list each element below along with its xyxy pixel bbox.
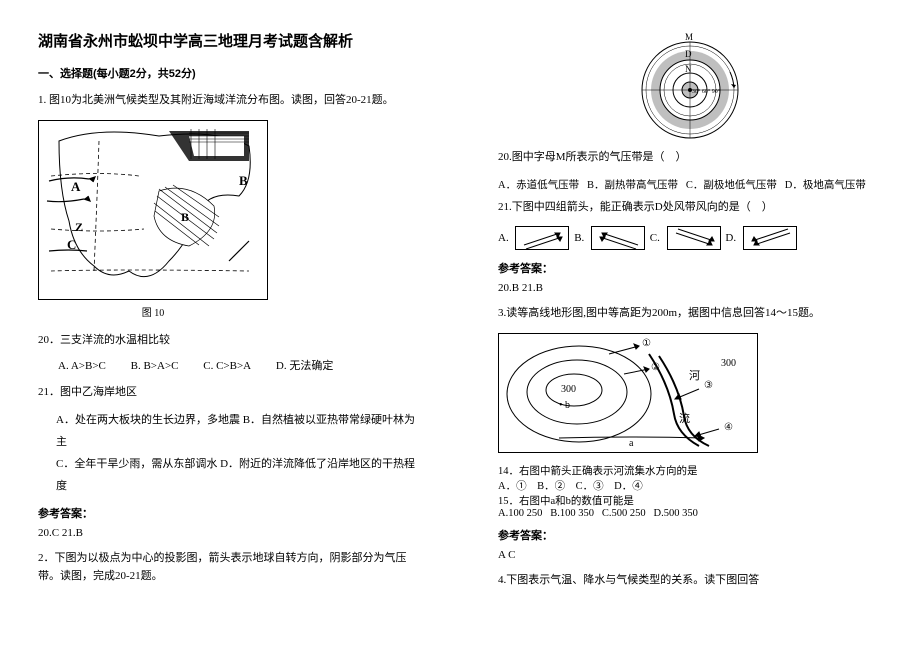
q15-a[interactable]: A.100 250	[498, 508, 542, 519]
contour-c4: ④	[724, 422, 733, 433]
q15-b[interactable]: B.100 350	[550, 508, 594, 519]
fig-label-Z: Z	[75, 220, 83, 234]
fig-label-A: A	[71, 179, 81, 194]
arrow-box-b[interactable]	[591, 226, 645, 250]
q2-20-c[interactable]: C．副极地低气压带	[686, 180, 777, 191]
answer-1: 20.C 21.B	[38, 527, 422, 539]
q3-14: 14．右图中箭头正确表示河流集水方向的是	[498, 463, 882, 478]
answer-head-1: 参考答案：	[38, 505, 422, 521]
q1-text: 1. 图10为北美洲气候类型及其附近海域洋流分布图。读图，回答20-21题。	[38, 91, 422, 110]
fig-label-B: B	[239, 173, 248, 188]
q20-opt-b[interactable]: B. B>A>C	[131, 360, 179, 372]
contour-c3: ③	[704, 380, 713, 391]
arrow-box-d[interactable]	[743, 226, 797, 250]
answer-head-2: 参考答案：	[498, 260, 882, 276]
q2-20: 20.图中字母M所表示的气压带是（ ）	[498, 148, 882, 167]
q14-c[interactable]: C．③	[576, 481, 604, 492]
contour-b: • b	[559, 400, 570, 411]
q3-15: 15．右图中a和b的数值可能是	[498, 493, 882, 508]
answer-head-3: 参考答案：	[498, 527, 882, 543]
q20-opt-a[interactable]: A. A>B>C	[58, 360, 106, 372]
contour-he: 河	[689, 369, 700, 382]
q21: 21．图中乙海岸地区	[38, 383, 422, 399]
q15-c[interactable]: C.500 250	[602, 508, 646, 519]
arrow-c-label: C.	[650, 232, 660, 244]
contour-300b: 300	[721, 358, 736, 369]
q2-20-d[interactable]: D．极地高气压带	[785, 180, 866, 191]
polar-label-D: D	[685, 49, 692, 59]
contour-300a: 300	[561, 384, 576, 395]
q14-b[interactable]: B．②	[537, 481, 565, 492]
contour-c1: ①	[642, 338, 651, 349]
q2-20-opts: A．赤道低气压带 B．副热带高气压带 C．副极地低气压带 D．极地高气压带	[498, 177, 882, 192]
q21-opt-a[interactable]: A．处在两大板块的生长边界，多地震	[56, 414, 240, 426]
section-head: 一、选择题(每小题2分，共52分)	[38, 65, 422, 81]
q21-opts: A．处在两大板块的生长边界，多地震 B．自然植被以亚热带常绿硬叶林为主 C．全年…	[56, 409, 422, 497]
polar-circle-figure: M D N 30° 60° 90°	[615, 30, 765, 140]
q21-opt-c[interactable]: C．全年干旱少雨，需从东部调水	[56, 458, 217, 470]
q14-a[interactable]: A．①	[498, 481, 527, 492]
q20: 20．三支洋流的水温相比较	[38, 331, 422, 347]
q2-20-b[interactable]: B．副热带高气压带	[587, 180, 678, 191]
arrow-d-label: D.	[725, 232, 736, 244]
arrow-a-label: A.	[498, 232, 509, 244]
contour-c2: ②	[651, 362, 660, 373]
polar-label-N: N	[685, 64, 692, 74]
q20-opt-c[interactable]: C. C>B>A	[203, 360, 251, 372]
doc-title: 湖南省永州市蚣坝中学高三地理月考试题含解析	[38, 30, 422, 51]
q15-d[interactable]: D.500 350	[654, 508, 698, 519]
arrow-box-a[interactable]	[515, 226, 569, 250]
q20-opt-d[interactable]: D. 无法确定	[276, 357, 333, 373]
q2-21: 21.下图中四组箭头，能正确表示D处风带风向的是（ ）	[498, 198, 882, 217]
contour-figure: ① ② ③ ④ 300 300 • b a 河 流	[498, 333, 758, 453]
contour-a: a	[629, 438, 634, 449]
q3-15-opts: A.100 250 B.100 350 C.500 250 D.500 350	[498, 508, 882, 519]
polar-label-M: M	[685, 32, 693, 42]
contour-liu: 流	[679, 411, 690, 425]
q3-14-opts: A．① B．② C．③ D．④	[498, 478, 882, 493]
fig-label-C: C	[67, 237, 76, 252]
q3-text: 3.读等高线地形图,图中等高距为200m，据图中信息回答14～15题。	[498, 304, 882, 323]
q14-d[interactable]: D．④	[614, 481, 643, 492]
q2-20-a[interactable]: A．赤道低气压带	[498, 180, 579, 191]
arrow-options: A. B. C. D.	[498, 226, 882, 250]
q4-text: 4.下图表示气温、降水与气候类型的关系。读下图回答	[498, 571, 882, 590]
figure-10: A Z C B B	[38, 120, 268, 300]
polar-ticks: 30° 60° 90°	[692, 88, 721, 95]
answer-2: 20.B 21.B	[498, 282, 882, 294]
answer-3: A C	[498, 549, 882, 561]
q2-text: 2．下图为以极点为中心的投影图，箭头表示地球自转方向，阴影部分为气压带。读图，完…	[38, 549, 422, 586]
arrow-box-c[interactable]	[667, 226, 721, 250]
fig-label-Bh: B	[181, 210, 189, 224]
fig-caption: 图 10	[38, 304, 268, 319]
arrow-b-label: B.	[574, 232, 584, 244]
q20-opts: A. A>B>C B. B>A>C C. C>B>A D. 无法确定	[58, 357, 422, 373]
